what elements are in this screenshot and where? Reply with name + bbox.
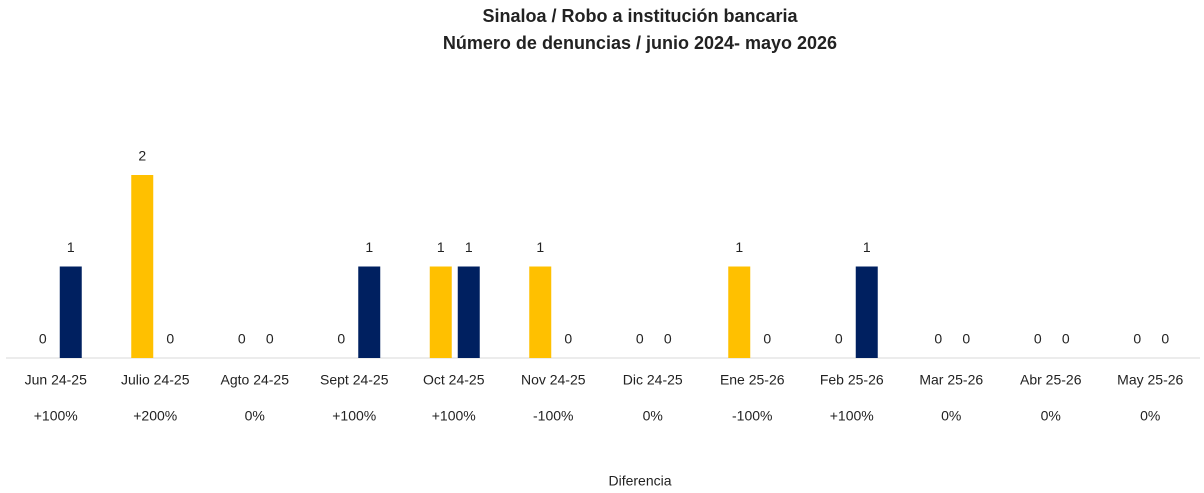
x-tick-label: Jun 24-25 <box>25 372 87 388</box>
x-tick-label: Abr 25-26 <box>1020 372 1082 388</box>
difference-label: -100% <box>732 408 772 424</box>
value-label: 0 <box>1161 331 1169 347</box>
bar <box>855 266 878 358</box>
value-label: 1 <box>465 239 473 255</box>
bar <box>429 266 452 358</box>
value-label: 0 <box>763 331 771 347</box>
value-label: 0 <box>266 331 274 347</box>
difference-label: +100% <box>34 408 78 424</box>
bar <box>131 175 154 358</box>
value-label: 0 <box>664 331 672 347</box>
difference-label: 0% <box>1140 408 1160 424</box>
bar <box>358 266 381 358</box>
difference-label: 0% <box>245 408 265 424</box>
x-tick-label: Sept 24-25 <box>320 372 389 388</box>
x-tick-label: Mar 25-26 <box>919 372 983 388</box>
value-label: 1 <box>365 239 373 255</box>
difference-label: +200% <box>133 408 177 424</box>
value-label: 2 <box>138 148 146 164</box>
value-label: 0 <box>1062 331 1070 347</box>
value-label: 0 <box>166 331 174 347</box>
value-label: 0 <box>962 331 970 347</box>
x-tick-label: Feb 25-26 <box>820 372 884 388</box>
x-tick-label: Dic 24-25 <box>623 372 683 388</box>
value-label: 0 <box>238 331 246 347</box>
value-label: 1 <box>437 239 445 255</box>
value-label: 1 <box>863 239 871 255</box>
bar <box>59 266 82 358</box>
value-label: 1 <box>536 239 544 255</box>
value-label: 0 <box>835 331 843 347</box>
x-tick-label: Ene 25-26 <box>720 372 785 388</box>
value-label: 0 <box>1034 331 1042 347</box>
value-label: 0 <box>1133 331 1141 347</box>
value-label: 0 <box>337 331 345 347</box>
x-tick-label: Nov 24-25 <box>521 372 586 388</box>
chart-subtitle: Número de denuncias / junio 2024- mayo 2… <box>443 33 837 53</box>
difference-label: +100% <box>432 408 476 424</box>
differences-label: Diferencia <box>608 473 671 489</box>
value-label: 1 <box>735 239 743 255</box>
value-label: 0 <box>39 331 47 347</box>
difference-label: 0% <box>941 408 961 424</box>
value-label: 0 <box>636 331 644 347</box>
x-tick-label: Julio 24-25 <box>121 372 190 388</box>
x-tick-label: Oct 24-25 <box>423 372 485 388</box>
value-label: 0 <box>934 331 942 347</box>
bar <box>529 266 552 358</box>
difference-label: 0% <box>643 408 663 424</box>
bar <box>457 266 480 358</box>
chart-title: Sinaloa / Robo a institución bancaria <box>482 6 798 26</box>
x-tick-label: Agto 24-25 <box>221 372 290 388</box>
x-tick-label: May 25-26 <box>1117 372 1183 388</box>
difference-label: -100% <box>533 408 573 424</box>
difference-label: +100% <box>332 408 376 424</box>
bar <box>728 266 751 358</box>
value-label: 0 <box>564 331 572 347</box>
difference-label: 0% <box>1041 408 1061 424</box>
value-label: 1 <box>67 239 75 255</box>
difference-label: +100% <box>830 408 874 424</box>
